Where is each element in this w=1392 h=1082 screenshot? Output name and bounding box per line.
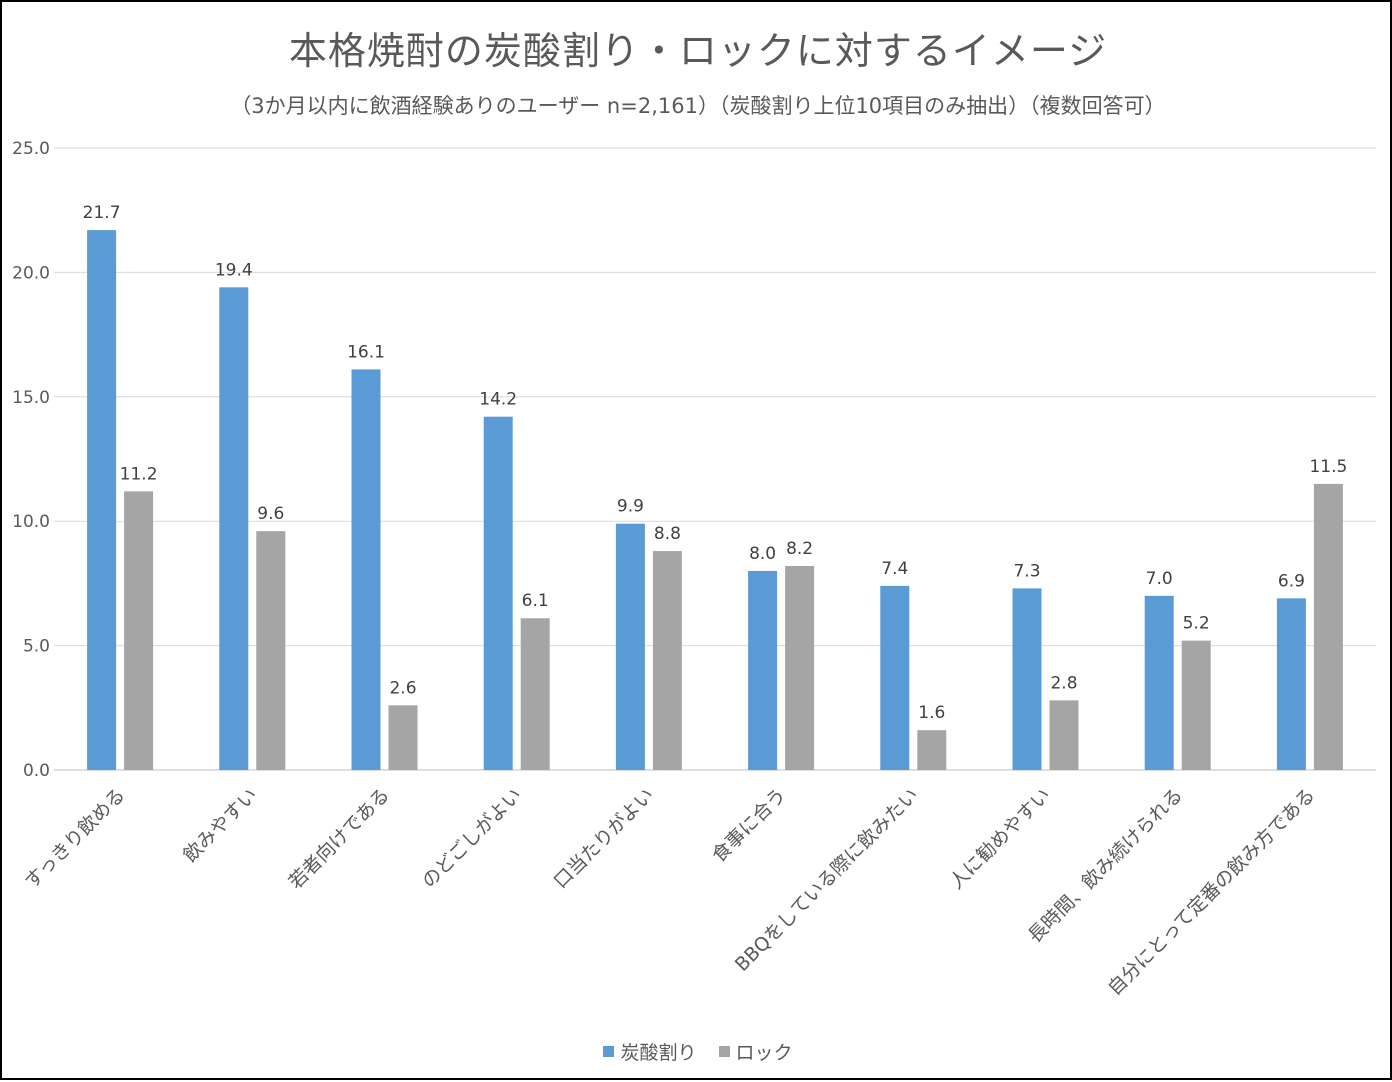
data-label: 7.3: [1013, 561, 1040, 581]
data-label: 14.2: [479, 390, 517, 410]
bar-series-2: [256, 531, 286, 770]
data-label: 11.2: [120, 464, 158, 484]
legend-label-series-1: 炭酸割り: [620, 1042, 697, 1064]
y-tick-label: 15.0: [12, 388, 50, 408]
x-category-label: 人に勧めやすい: [945, 784, 1055, 894]
bar-series-2: [652, 551, 682, 770]
data-label: 9.9: [617, 497, 644, 517]
x-category-label: 長時間、飲み続けられる: [1024, 784, 1187, 947]
x-category-label: 口当たりがよい: [549, 784, 658, 893]
chart-subtitle: （3か月以内に飲酒経験ありのユーザー n=2,161）（炭酸割り上位10項目のみ…: [230, 94, 1166, 118]
data-label: 6.1: [522, 591, 549, 611]
data-label: 16.1: [347, 342, 385, 362]
bar-series-1: [87, 230, 117, 770]
bar-series-2: [917, 730, 947, 770]
bar-series-2: [785, 565, 815, 770]
y-tick-label: 20.0: [12, 263, 50, 283]
data-label: 8.2: [786, 539, 813, 559]
y-tick-label: 0.0: [23, 761, 50, 781]
data-label: 2.6: [389, 678, 416, 698]
legend-label-series-2: ロック: [735, 1042, 793, 1064]
bar-series-2: [1049, 700, 1079, 770]
bar-series-2: [520, 618, 550, 770]
x-category-label: のどごしがよい: [418, 784, 527, 893]
x-category-label: 若者向けである: [285, 784, 394, 893]
bar-series-2: [1181, 640, 1211, 770]
bar-series-1: [748, 570, 778, 770]
y-tick-label: 25.0: [12, 139, 50, 159]
data-label: 21.7: [83, 203, 121, 223]
bar-series-2: [388, 705, 418, 770]
chart-legend: 炭酸割り ロック: [2, 1038, 1392, 1065]
legend-swatch-series-1: [603, 1046, 615, 1057]
bar-series-1: [1276, 598, 1306, 770]
data-label: 7.0: [1146, 569, 1173, 589]
x-category-label: 自分にとって定番の飲み方である: [1104, 784, 1320, 1000]
bar-series-1: [1012, 588, 1042, 770]
data-label: 11.5: [1309, 457, 1347, 477]
data-label: 8.0: [749, 544, 776, 564]
bar-series-1: [615, 523, 645, 770]
bar-series-1: [880, 585, 910, 770]
data-label: 5.2: [1183, 614, 1210, 634]
bar-series-1: [483, 416, 513, 770]
x-category-label: 飲みやすい: [179, 784, 262, 867]
data-label: 19.4: [215, 260, 253, 280]
legend-item-series-1: 炭酸割り: [603, 1038, 697, 1065]
legend-item-series-2: ロック: [718, 1038, 793, 1065]
chart-title: 本格焼酎の炭酸割り・ロックに対するイメージ: [288, 29, 1108, 73]
y-tick-label: 10.0: [12, 512, 50, 532]
bar-series-1: [219, 287, 249, 770]
y-tick-label: 5.0: [23, 637, 50, 657]
data-label: 2.8: [1050, 673, 1077, 693]
bar-series-2: [1313, 483, 1343, 770]
data-label: 7.4: [881, 559, 908, 579]
data-label: 1.6: [918, 703, 945, 723]
legend-swatch-series-2: [718, 1046, 730, 1057]
bar-series-2: [124, 491, 154, 770]
bar-series-1: [1144, 595, 1174, 770]
data-label: 8.8: [654, 524, 681, 544]
data-label: 9.6: [257, 504, 284, 524]
x-category-label: 食事に合う: [708, 784, 791, 867]
x-category-label: すっきり飲める: [21, 784, 130, 893]
data-label: 6.9: [1278, 571, 1305, 591]
bar-series-1: [351, 369, 381, 770]
